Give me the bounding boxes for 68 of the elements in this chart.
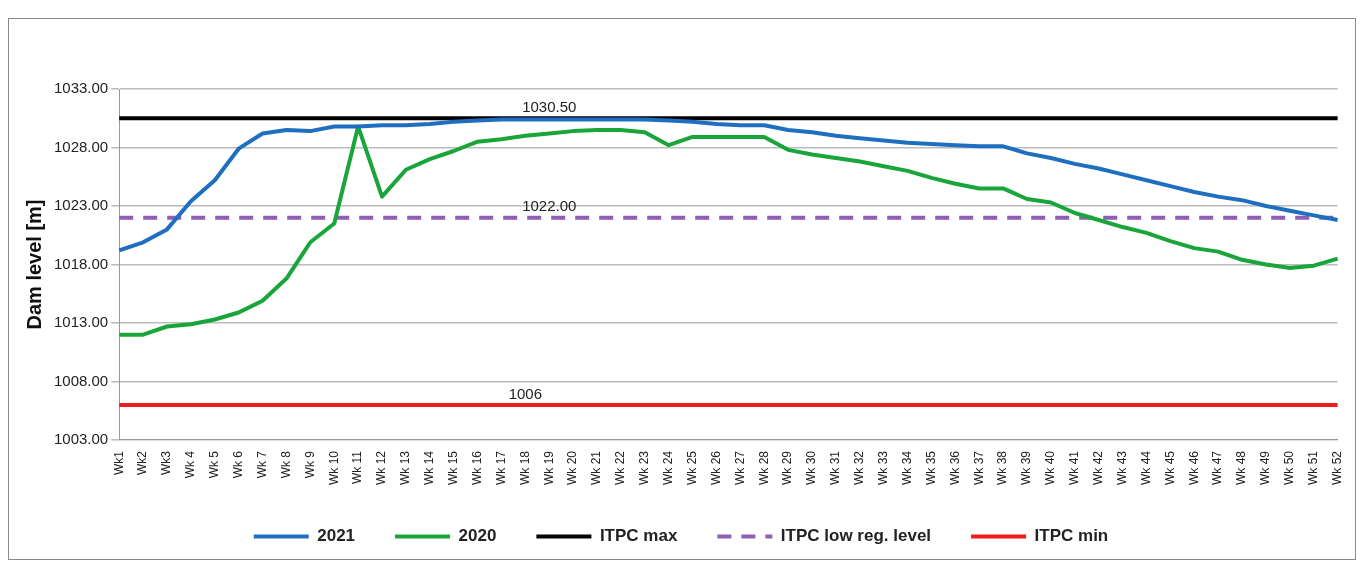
x-tick-label: Wk3	[159, 450, 174, 475]
x-tick-label: Wk 11	[350, 450, 365, 485]
annotation: 1022.00	[522, 197, 577, 215]
x-tick-label: Wk 18	[517, 450, 532, 486]
x-tick-label: Wk 29	[780, 450, 795, 486]
x-tick-label: Wk 51	[1306, 450, 1321, 486]
x-tick-label: Wk 14	[422, 450, 437, 486]
x-tick-label: Wk 45	[1162, 450, 1177, 486]
x-tick-label: Wk 35	[923, 450, 938, 486]
x-tick-label: Wk 52	[1329, 450, 1344, 486]
x-tick-label: Wk 20	[565, 450, 580, 486]
x-tick-label: Wk2	[135, 450, 150, 475]
y-tick-label: 1003.00	[53, 430, 109, 448]
x-tick-label: Wk 26	[708, 450, 723, 486]
x-tick-label: Wk 10	[326, 450, 341, 486]
x-tick-label: Wk 16	[469, 450, 484, 486]
x-tick-label: Wk 23	[637, 450, 652, 486]
x-tick-label: Wk 41	[1067, 450, 1082, 486]
x-tick-label: Wk 34	[899, 450, 914, 486]
x-tick-label: Wk 44	[1138, 450, 1153, 486]
x-tick-label: Wk 43	[1114, 450, 1129, 486]
x-tick-label: Wk 36	[947, 450, 962, 486]
x-tick-label: Wk 48	[1234, 450, 1249, 486]
legend-label: ITPC low reg. level	[780, 526, 932, 546]
x-tick-label: Wk 24	[661, 450, 675, 486]
legend-label: ITPC min	[1034, 526, 1109, 546]
x-tick-label: Wk 32	[852, 450, 867, 486]
y-tick-label: 1033.00	[53, 79, 109, 97]
x-tick-label: Wk 42	[1091, 450, 1106, 486]
x-tick-label: Wk 22	[613, 450, 628, 486]
x-tick-label: Wk 12	[374, 450, 389, 486]
x-tick-label: Wk 40	[1043, 450, 1058, 486]
x-tick-label: Wk 19	[541, 450, 556, 486]
y-axis-title: Dam level [m]	[22, 199, 45, 330]
x-tick-label: Wk 9	[302, 450, 317, 479]
legend-label: 2020	[458, 526, 497, 546]
x-tick-label: Wk 4	[183, 450, 198, 479]
x-tick-label: Wk 8	[278, 450, 293, 479]
legend-label: 2021	[317, 526, 356, 546]
x-tick-label: Wk 37	[971, 450, 986, 486]
x-tick-label: Wk 47	[1210, 450, 1225, 486]
y-tick-label: 1008.00	[53, 371, 109, 389]
x-tick-label: Wk 17	[493, 450, 508, 486]
x-tick-label: Wk 21	[589, 450, 604, 486]
x-tick-label: Wk 38	[995, 450, 1010, 486]
y-tick-label: 1028.00	[53, 137, 109, 155]
annotation: 1030.50	[522, 97, 577, 115]
y-tick-label: 1023.00	[53, 196, 109, 214]
x-tick-label: Wk 49	[1258, 450, 1273, 486]
x-tick-label: Wk 7	[254, 450, 269, 479]
legend-label: ITPC max	[599, 526, 678, 546]
x-tick-label: Wk 46	[1186, 450, 1201, 486]
x-tick-label: Wk 25	[684, 450, 699, 486]
x-tick-label: Wk 15	[445, 450, 460, 486]
x-tick-label: Wk 31	[828, 450, 843, 486]
x-tick-label: Wk 33	[876, 450, 891, 486]
x-tick-label: Wk1	[111, 450, 126, 475]
x-tick-label: Wk 13	[398, 450, 413, 486]
annotation: 1006	[508, 384, 543, 402]
x-tick-label: Wk 39	[1019, 450, 1034, 486]
y-tick-label: 1018.00	[53, 254, 109, 272]
x-tick-label: Wk 30	[804, 450, 819, 486]
y-tick-label: 1013.00	[53, 313, 109, 331]
x-tick-label: Wk 50	[1282, 450, 1297, 486]
x-tick-label: Wk 27	[732, 450, 747, 486]
x-tick-label: Wk 28	[756, 450, 771, 486]
x-tick-label: Wk 6	[230, 450, 245, 479]
x-tick-label: Wk 5	[207, 450, 222, 479]
